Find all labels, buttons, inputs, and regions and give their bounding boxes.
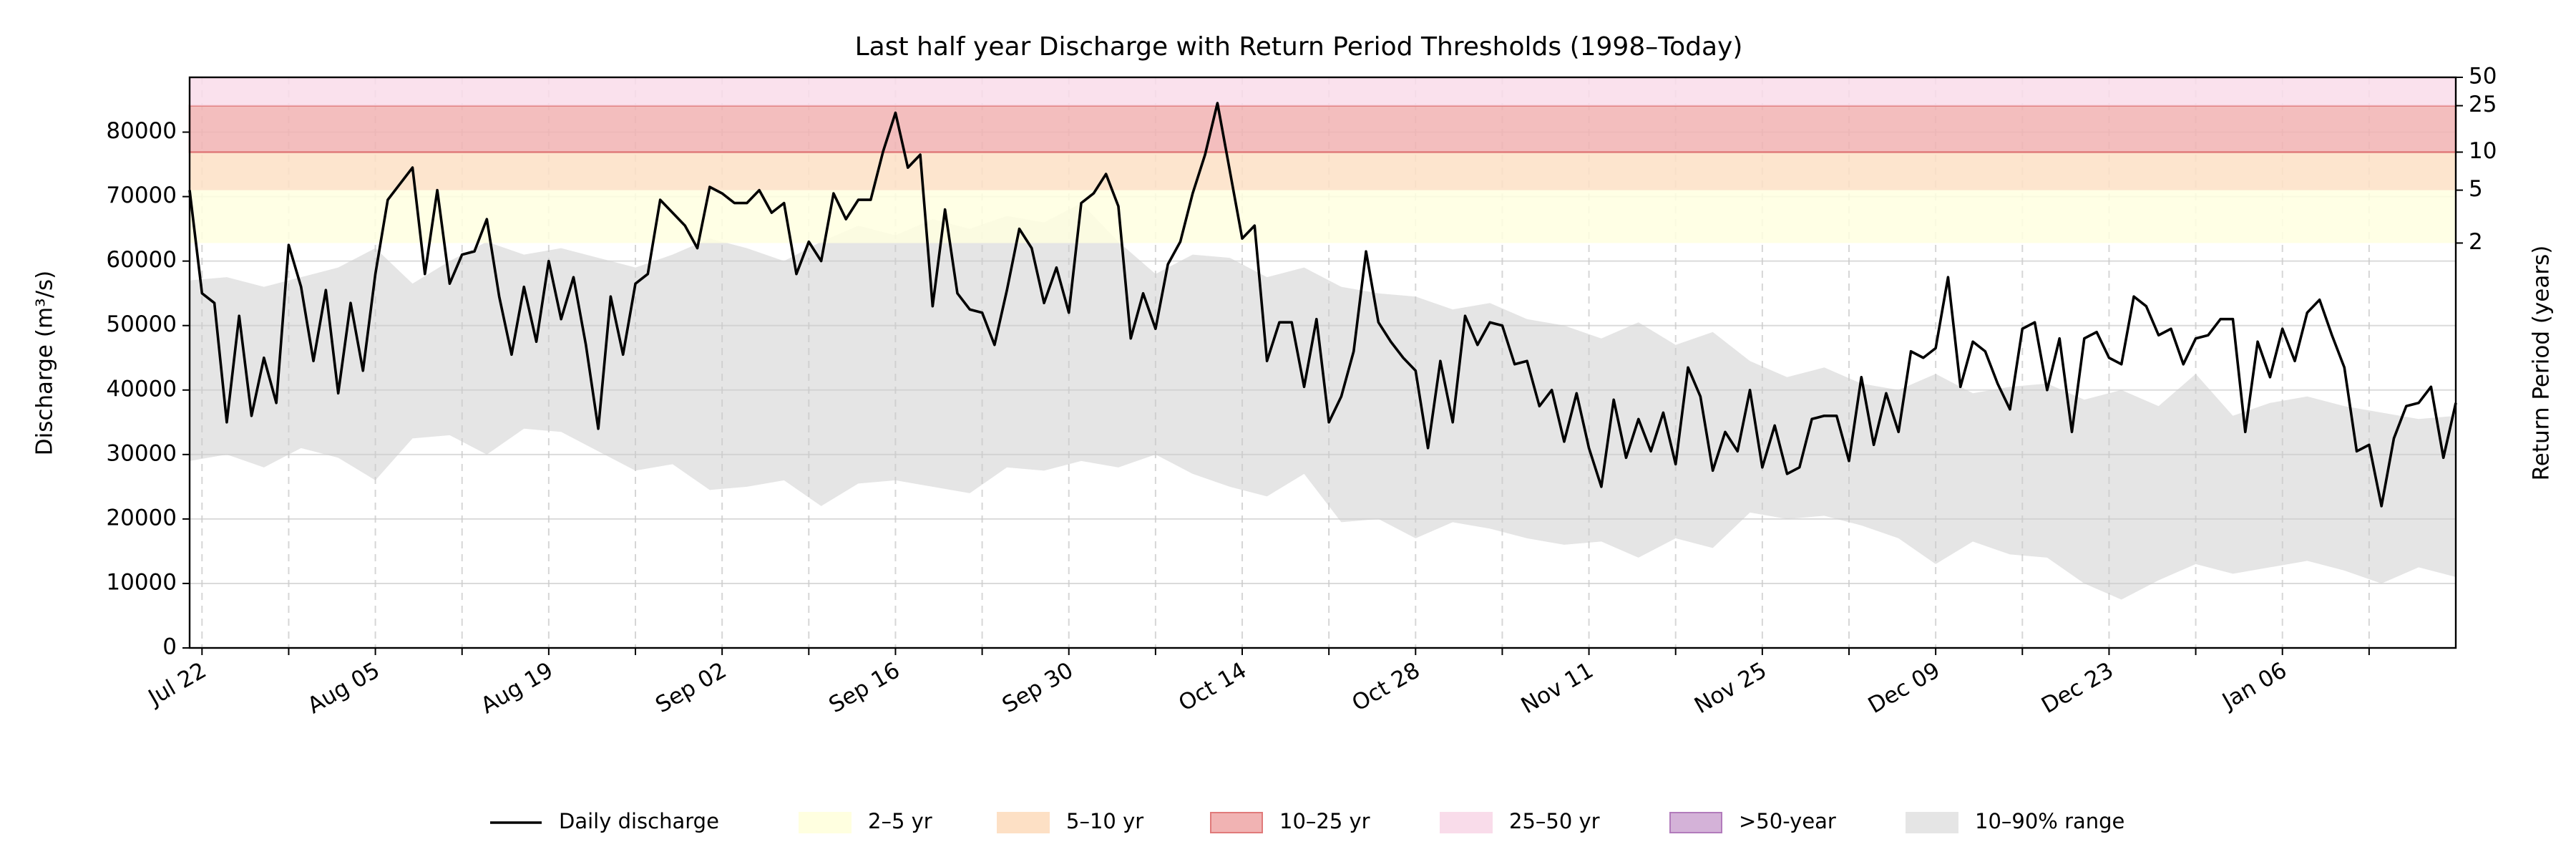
x-tick-label: Oct 14 bbox=[1174, 657, 1251, 717]
y-tick-label: 40000 bbox=[106, 376, 177, 402]
x-tick-label: Nov 25 bbox=[1690, 657, 1771, 719]
x-tick-label: Sep 30 bbox=[998, 657, 1078, 718]
y-tick-label: 10000 bbox=[106, 569, 177, 595]
legend-label: 5–10 yr bbox=[1066, 809, 1143, 833]
threshold-band bbox=[190, 77, 2456, 106]
legend-label: >50-year bbox=[1739, 809, 1836, 833]
x-tick-label: Dec 23 bbox=[2037, 657, 2118, 719]
y2-tick-label: 2 bbox=[2469, 229, 2483, 255]
y-tick-label: 80000 bbox=[106, 118, 177, 144]
threshold-band bbox=[190, 190, 2456, 243]
threshold-band bbox=[188, 105, 2457, 153]
threshold-band bbox=[190, 152, 2456, 190]
y2-tick-label: 50 bbox=[2469, 64, 2497, 89]
chart-title: Last half year Discharge with Return Per… bbox=[855, 32, 1743, 62]
y-tick-label: 50000 bbox=[106, 311, 177, 337]
plot-frame bbox=[188, 76, 2457, 649]
x-tick-label: Oct 28 bbox=[1347, 657, 1424, 717]
legend-label: 25–50 yr bbox=[1509, 809, 1600, 833]
legend-label: 10–25 yr bbox=[1279, 809, 1370, 833]
legend-swatch bbox=[997, 812, 1050, 833]
y-tick-label: 30000 bbox=[106, 440, 177, 466]
legend-swatch bbox=[799, 812, 852, 833]
y2-tick-label: 5 bbox=[2469, 176, 2483, 202]
x-tick-label: Sep 02 bbox=[651, 657, 731, 718]
y-tick-label: 70000 bbox=[106, 183, 177, 208]
legend-label: 10–90% range bbox=[1975, 809, 2124, 833]
y2-tick-label: 25 bbox=[2469, 92, 2497, 117]
legend-swatch bbox=[1210, 812, 1263, 833]
y-axis-label: Discharge (m³/s) bbox=[32, 271, 58, 456]
legend-label: 2–5 yr bbox=[868, 809, 932, 833]
legend-swatch bbox=[1669, 812, 1722, 833]
x-tick-label: Jan 06 bbox=[2217, 657, 2291, 715]
legend-swatch bbox=[1906, 812, 1958, 833]
y2-axis-label: Return Period (years) bbox=[2529, 246, 2555, 481]
x-tick-label: Nov 11 bbox=[1517, 657, 1598, 719]
discharge-line bbox=[188, 102, 2457, 508]
x-tick-label: Aug 05 bbox=[303, 657, 384, 719]
x-tick-label: Jul 22 bbox=[143, 657, 211, 712]
legend-label: Daily discharge bbox=[559, 809, 719, 833]
x-tick-label: Aug 19 bbox=[477, 657, 557, 719]
legend-swatch bbox=[1440, 812, 1493, 833]
y-tick-label: 60000 bbox=[106, 247, 177, 273]
y-tick-label: 0 bbox=[162, 634, 177, 660]
x-tick-label: Dec 09 bbox=[1864, 657, 1945, 719]
range-area bbox=[190, 203, 2456, 600]
y2-tick-label: 10 bbox=[2469, 138, 2497, 164]
y-tick-label: 20000 bbox=[106, 505, 177, 531]
x-tick-label: Sep 16 bbox=[824, 657, 904, 718]
